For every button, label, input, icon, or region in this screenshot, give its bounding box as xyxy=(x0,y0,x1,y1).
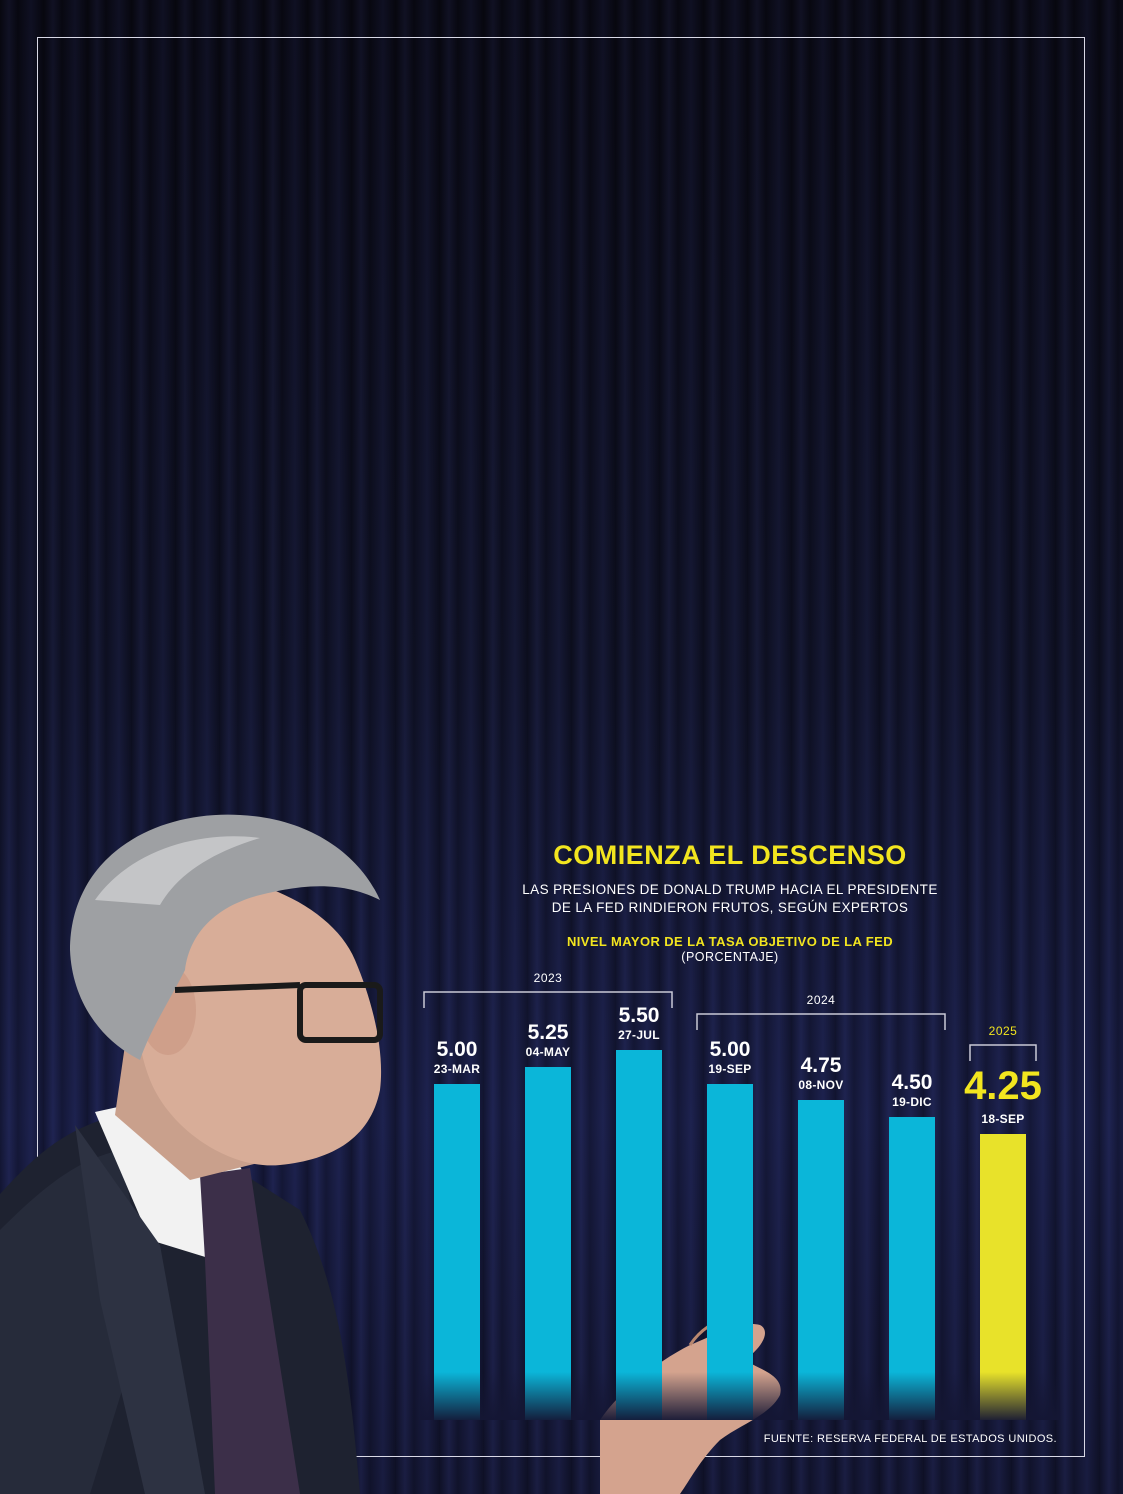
bar-6 xyxy=(889,1117,935,1420)
year-label-2025: 2025 xyxy=(988,1024,1018,1038)
bar-date-label-3: 27-JUL xyxy=(618,1028,660,1042)
bar-date-label-2: 04-MAY xyxy=(525,1044,571,1059)
bar-3 xyxy=(616,1050,662,1420)
bar-date-label-6: 19-DIC xyxy=(892,1095,932,1110)
poster-frame xyxy=(37,37,1085,1457)
year-bracket-2025 xyxy=(969,1044,1037,1061)
bar-value-label-2: 5.25 xyxy=(527,1020,569,1044)
bar-value-label-3: 5.50 xyxy=(618,1004,660,1027)
bar-date-label-5: 08-NOV xyxy=(798,1078,844,1093)
year-label-2023: 2023 xyxy=(533,971,563,985)
bar-2 xyxy=(525,1066,571,1420)
bar-date-label-4: 19-SEP xyxy=(708,1061,752,1076)
year-bracket-2023 xyxy=(423,991,673,1008)
chart-title: COMIENZA EL DESCENSO xyxy=(553,840,907,870)
bar-date-label-7: 18-SEP xyxy=(981,1112,1025,1127)
chart-subtitle-line-1: LAS PRESIONES DE DONALD TRUMP HACIA EL P… xyxy=(522,882,938,897)
bar-4 xyxy=(707,1083,753,1420)
bar-value-label-7: 4.25 xyxy=(964,1064,1042,1109)
bar-value-label-6: 4.50 xyxy=(891,1071,933,1095)
bar-7 xyxy=(980,1134,1026,1420)
bar-value-label-1: 5.00 xyxy=(436,1037,478,1061)
metric-label: NIVEL MAYOR DE LA TASA OBJETIVO DE LA FE… xyxy=(566,934,894,949)
bar-1 xyxy=(434,1083,480,1420)
unit-label: (PORCENTAJE) xyxy=(681,950,779,964)
chart-subtitle-line-2: DE LA FED RINDIERON FRUTOS, SEGÚN EXPERT… xyxy=(551,900,909,915)
year-bracket-2024 xyxy=(696,1013,946,1030)
bar-value-label-4: 5.00 xyxy=(709,1037,751,1061)
bar-5 xyxy=(798,1100,844,1420)
source-note: FUENTE: RESERVA FEDERAL DE ESTADOS UNIDO… xyxy=(763,1433,1057,1445)
bar-date-label-1: 23-MAR xyxy=(433,1061,481,1076)
year-label-2024: 2024 xyxy=(806,993,836,1007)
bar-value-label-5: 4.75 xyxy=(800,1054,842,1078)
